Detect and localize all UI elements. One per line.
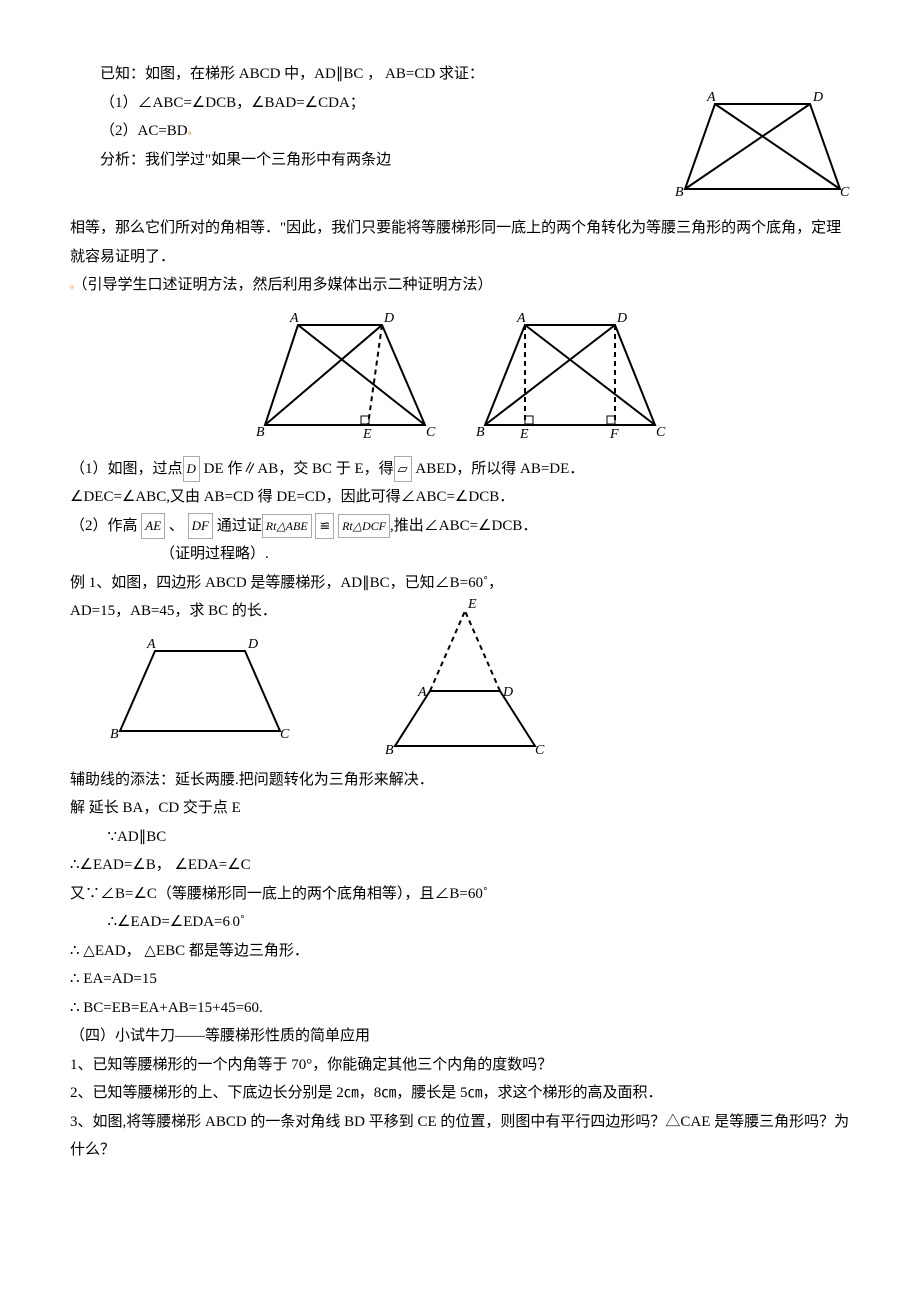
svg-text:D: D <box>247 637 258 652</box>
sol-equilateral: ∴ △EAD， △EBC 都是等边三角形． <box>70 937 850 966</box>
svg-text:C: C <box>426 425 436 440</box>
dot-decor-icon: 。 <box>70 280 80 291</box>
sol-angles1: ∴∠EAD=∠B， ∠EDA=∠C <box>70 851 850 880</box>
svg-text:E: E <box>362 427 372 442</box>
given-line: 已知：如图，在梯形 ABCD 中，AD∥BC ， AB=CD 求证： <box>70 60 850 89</box>
section-4-title: （四）小试牛刀——等腰梯形性质的简单应用 <box>70 1022 850 1051</box>
sol-extend: 解 延长 BA，CD 交于点 E <box>70 794 850 823</box>
svg-text:C: C <box>656 425 666 440</box>
svg-text:C: C <box>280 727 290 742</box>
figure-row-example: A D B C E A D B C <box>110 636 850 756</box>
svg-text:C: C <box>535 743 545 756</box>
example1-line1: 例 1、如图，四边形 ABCD 是等腰梯形，AD∥BC，已知∠B=60˚， <box>70 569 850 598</box>
svg-text:D: D <box>502 685 513 700</box>
figure-method-2: A D B E F C <box>470 310 670 445</box>
sol-ea: ∴ EA=AD=15 <box>70 965 850 994</box>
sol-parallel: ∵AD∥BC <box>70 823 850 852</box>
boxed-DF: DF <box>188 513 213 540</box>
guide-line: 。（引导学生口述证明方法，然后利用多媒体出示二种证明方法） <box>70 271 850 300</box>
svg-text:A: A <box>706 90 716 105</box>
svg-text:E: E <box>467 597 477 612</box>
sol-angles3: ∴∠EAD=∠EDA=6.0˚ <box>70 908 850 937</box>
figure-row-two-methods: A D B E C A D B E F C <box>70 310 850 445</box>
svg-text:A: A <box>417 685 427 700</box>
svg-text:F: F <box>609 427 619 442</box>
svg-text:B: B <box>110 727 119 742</box>
figure-extended-triangle: E A D B C <box>380 596 550 756</box>
svg-text:B: B <box>385 743 394 756</box>
method2-line: （2）作高 AE 、 DF 通过证Rt△ABE ≌ Rt△DCF,推出∠ABC=… <box>70 512 850 541</box>
svg-text:A: A <box>516 311 526 326</box>
boxed-rtABE: Rt△ABE <box>262 514 312 539</box>
exercise-3: 3、如图,将等腰梯形 ABCD 的一条对角线 BD 平移到 CE 的位置，则图中… <box>70 1108 850 1165</box>
svg-text:A: A <box>289 311 299 326</box>
svg-text:D: D <box>812 90 823 105</box>
method1-line1: （1）如图，过点D DE 作∥AB，交 BC 于 E，得▱ ABED，所以得 A… <box>70 455 850 484</box>
method1-line2: ∠DEC=∠ABC,又由 AB=CD 得 DE=CD，因此可得∠ABC=∠DCB… <box>70 483 850 512</box>
figure-trapezoid-diagonals: A D B C <box>675 89 850 215</box>
svg-text:C: C <box>840 185 850 200</box>
svg-text:B: B <box>256 425 265 440</box>
svg-text:D: D <box>616 311 627 326</box>
boxed-D: D <box>183 456 200 483</box>
svg-text:A: A <box>146 637 156 652</box>
aux-line: 辅助线的添法：延长两腰.把问题转化为三角形来解决． <box>70 766 850 795</box>
svg-text:E: E <box>519 427 529 442</box>
sol-angles2: 又∵∠B=∠C（等腰梯形同一底上的两个底角相等），且∠B=60˚ <box>70 880 850 909</box>
analysis-cont: 相等，那么它们所对的角相等．"因此，我们只要能将等腰梯形同一底上的两个角转化为等… <box>70 214 850 271</box>
dot-decor-icon: 。 <box>188 126 198 137</box>
cong-icon: ≌ <box>315 513 334 540</box>
proof-omitted: （证明过程略）. <box>70 540 850 569</box>
exercise-1: 1、已知等腰梯形的一个内角等于 70°，你能确定其他三个内角的度数吗？ <box>70 1051 850 1080</box>
boxed-AE: AE <box>141 513 165 540</box>
boxed-rtDCF: Rt△DCF <box>338 514 390 539</box>
sol-bc: ∴ BC=EB=EA+AB=15+45=60. <box>70 994 850 1023</box>
svg-text:D: D <box>383 311 394 326</box>
exercise-2: 2、已知等腰梯形的上、下底边长分别是 2㎝，8㎝，腰长是 5㎝，求这个梯形的高及… <box>70 1079 850 1108</box>
svg-text:B: B <box>675 185 684 200</box>
figure-trapezoid-abcd: A D B C <box>110 636 290 746</box>
parallelogram-icon: ▱ <box>394 456 412 483</box>
figure-method-1: A D B E C <box>250 310 440 445</box>
svg-text:B: B <box>476 425 485 440</box>
